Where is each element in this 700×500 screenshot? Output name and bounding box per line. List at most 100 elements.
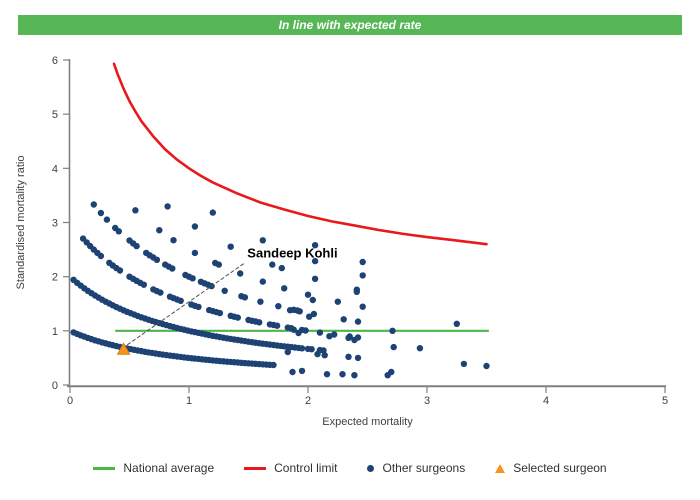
scatter-point[interactable]	[97, 209, 105, 217]
scatter-point[interactable]	[191, 249, 199, 257]
scatter-point[interactable]	[259, 237, 266, 244]
scatter-point[interactable]	[237, 270, 244, 277]
scatter-point[interactable]	[241, 294, 249, 301]
scatter-point[interactable]	[209, 209, 216, 216]
scatter-point[interactable]	[189, 275, 196, 282]
scatter-point[interactable]	[354, 318, 362, 325]
scatter-point[interactable]	[133, 242, 140, 250]
scatter-point[interactable]	[326, 333, 333, 340]
y-axis-title: Standardised mortality ratio	[15, 156, 27, 290]
scatter-point[interactable]	[302, 327, 309, 334]
scatter-point[interactable]	[353, 288, 360, 295]
scatter-point[interactable]	[311, 257, 319, 265]
scatter-point[interactable]	[320, 347, 327, 354]
y-tick-label: 1	[52, 326, 58, 338]
scatter-point[interactable]	[331, 331, 338, 338]
scatter-point[interactable]	[416, 345, 424, 352]
x-tick-label: 0	[67, 395, 73, 407]
legend-item-control-limit: Control limit	[244, 461, 337, 475]
scatter-point[interactable]	[195, 303, 202, 311]
scatter-point[interactable]	[298, 345, 306, 352]
scatter-point[interactable]	[97, 252, 105, 260]
scatter-point[interactable]	[321, 352, 328, 359]
y-tick-label: 5	[52, 109, 58, 121]
scatter-point[interactable]	[453, 320, 460, 327]
x-tick-label: 3	[424, 395, 430, 407]
scatter-point[interactable]	[345, 334, 352, 342]
scatter-point[interactable]	[298, 367, 306, 375]
scatter-point[interactable]	[286, 307, 294, 314]
scatter-point[interactable]	[483, 362, 490, 370]
x-tick-label: 1	[186, 395, 192, 407]
scatter-point[interactable]	[334, 298, 341, 305]
y-tick-label: 2	[52, 272, 58, 284]
scatter-point[interactable]	[308, 346, 315, 353]
scatter-point[interactable]	[156, 227, 163, 234]
scatter-point[interactable]	[304, 291, 312, 298]
scatter-point[interactable]	[311, 275, 319, 282]
scatter-point[interactable]	[295, 329, 302, 337]
scatter-point[interactable]	[275, 303, 282, 310]
scatter-point[interactable]	[164, 203, 171, 210]
scatter-point[interactable]	[259, 278, 266, 285]
scatter-point[interactable]	[157, 289, 164, 296]
scatter-point[interactable]	[460, 360, 468, 368]
scatter-point[interactable]	[227, 243, 234, 250]
scatter-point[interactable]	[389, 327, 396, 334]
scatter-point[interactable]	[311, 242, 319, 249]
scatter-point[interactable]	[103, 216, 111, 223]
scatter-point[interactable]	[140, 281, 147, 288]
scatter-point[interactable]	[257, 298, 264, 305]
scatter-point[interactable]	[345, 353, 352, 360]
scatter-point[interactable]	[270, 361, 277, 369]
scatter-point[interactable]	[116, 267, 124, 274]
scatter-point[interactable]	[310, 310, 318, 318]
scatter-point[interactable]	[234, 314, 241, 321]
x-axis-title: Expected mortality	[322, 416, 413, 428]
scatter-point[interactable]	[215, 261, 222, 268]
scatter-point[interactable]	[359, 258, 366, 266]
scatter-point[interactable]	[359, 303, 366, 310]
scatter-point[interactable]	[170, 237, 177, 244]
scatter-point[interactable]	[354, 354, 362, 362]
scatter-point[interactable]	[169, 265, 176, 272]
scatter-point[interactable]	[256, 319, 263, 326]
scatter-point[interactable]	[132, 207, 139, 214]
scatter-point[interactable]	[278, 264, 285, 272]
scatter-point[interactable]	[340, 316, 347, 323]
selected-surgeon-marker[interactable]	[116, 342, 131, 355]
scatter-point[interactable]	[316, 329, 324, 336]
scatter-point[interactable]	[390, 343, 397, 351]
scatter-point[interactable]	[115, 228, 123, 235]
national-average-line-swatch	[93, 466, 116, 470]
scatter-point[interactable]	[177, 297, 184, 304]
scatter-point[interactable]	[314, 350, 321, 358]
scatter-point[interactable]	[191, 223, 199, 230]
annotation-label: Sandeep Kohli	[247, 246, 337, 261]
scatter-point[interactable]	[216, 309, 224, 317]
scatter-point[interactable]	[221, 287, 228, 294]
scatter-point[interactable]	[281, 285, 288, 292]
scatter-point[interactable]	[388, 368, 395, 376]
scatter-point[interactable]	[289, 368, 296, 376]
scatter-point[interactable]	[306, 313, 313, 320]
scatter-point[interactable]	[153, 256, 161, 263]
scatter-point[interactable]	[323, 371, 331, 378]
scatter-point[interactable]	[269, 261, 276, 268]
scatter-point[interactable]	[351, 336, 358, 344]
scatter-point[interactable]	[284, 348, 291, 356]
scatter-point[interactable]	[359, 272, 366, 279]
scatter-point[interactable]	[339, 371, 346, 378]
scatter-point[interactable]	[273, 322, 281, 329]
control-limit-curve	[112, 62, 488, 246]
scatter-point[interactable]	[290, 326, 297, 333]
other-surgeons-dot-swatch	[367, 464, 375, 472]
legend-label: Other surgeons	[382, 461, 466, 475]
scatter-point[interactable]	[296, 308, 303, 315]
scatter-point[interactable]	[351, 372, 358, 379]
scatter-point[interactable]	[309, 296, 316, 304]
legend-item-national-average: National average	[93, 461, 214, 475]
x-tick-label: 4	[543, 395, 549, 407]
scatter-point[interactable]	[90, 201, 98, 208]
